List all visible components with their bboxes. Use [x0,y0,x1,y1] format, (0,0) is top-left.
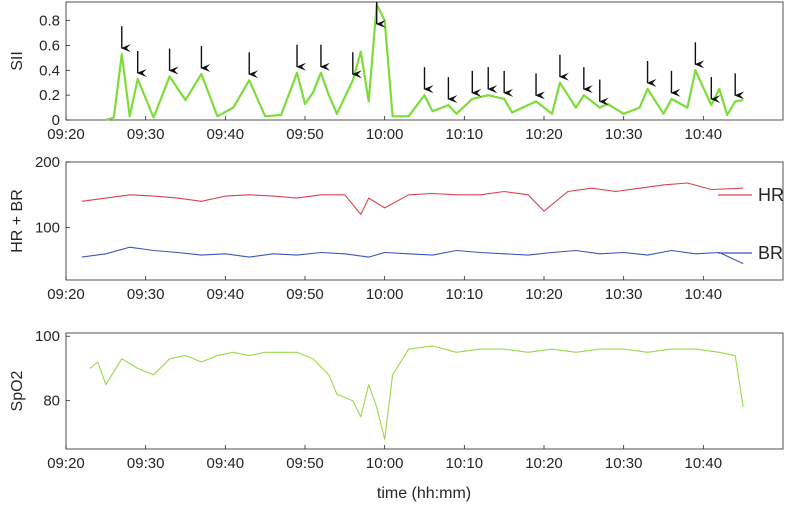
panel-sii: 0 0.2 0.4 0.6 0.8 09:20 09:30 09:40 09:50 10:00 1… [9,1,784,143]
y-tick-label: 0 [52,112,60,129]
y-tick-label: 100 [35,220,60,237]
panel-hr-br-yticks: 100 200 [35,154,70,237]
panel-sii-frame [65,1,784,121]
x-tick-label: 09:40 [207,455,245,472]
panel-sii-yticks: 0 0.2 0.4 0.6 0.8 [39,13,70,129]
x-tick-label: 09:40 [207,126,245,143]
x-tick-label: 10:00 [366,286,404,303]
y-tick-label: 200 [35,154,60,171]
legend-hr-label: HR [758,185,784,205]
series-line-0 [105,3,744,122]
x-tick-label: 10:20 [525,455,563,472]
x-tick-label: 09:50 [286,286,324,303]
x-tick-label: 10:30 [605,126,643,143]
x-tick-label: 09:40 [207,286,245,303]
x-tick-label: 09:50 [286,455,324,472]
panel-hr-br-xticks: 09:20 09:30 09:40 09:50 10:00 10:10 10:20 10:30… [47,276,722,303]
series-hr-line [81,182,744,215]
panel-sii-xticks: 09:20 09:30 09:40 09:50 10:00 10:10 10:20 10:30… [47,116,722,143]
x-tick-label: 09:50 [286,126,324,143]
x-tick-label: 09:30 [127,455,165,472]
x-tick-label: 10:10 [446,286,484,303]
x-tick-label: 10:40 [685,455,723,472]
series-br-line [81,246,744,265]
y-tick-label: 0.2 [39,87,60,104]
panel-hr-br: 100 200 09:20 09:30 09:40 09:50 10:00 10:10 10:… [9,154,784,303]
panel-spo2-series [89,345,744,440]
panel-spo2-xticks: 09:20 09:30 09:40 09:50 10:00 10:10 10:20 10:30… [47,445,722,472]
panel-hr-br-ylabel: HR + BR [9,189,26,253]
x-tick-label: 10:30 [605,455,643,472]
panel-sii-arrows [120,2,745,106]
x-axis-label: time (hh:mm) [377,485,471,502]
x-tick-label: 10:20 [525,286,563,303]
y-tick-label: 0.6 [39,37,60,54]
x-tick-label: 09:30 [127,126,165,143]
x-tick-label: 10:20 [525,126,563,143]
x-tick-label: 10:10 [446,126,484,143]
panel-hr-br-series [81,182,744,265]
x-tick-label: 10:40 [685,286,723,303]
x-tick-label: 10:10 [446,455,484,472]
x-tick-label: 10:00 [366,455,404,472]
x-tick-label: 10:30 [605,286,643,303]
panel-spo2-frame [65,332,784,450]
panel-sii-series [105,3,744,122]
legend-br-label: BR [758,243,783,263]
x-tick-label: 10:40 [685,126,723,143]
panel-sii-ylabel: SII [9,51,26,71]
y-tick-label: 80 [43,393,60,410]
y-tick-label: 100 [35,328,60,345]
legend: HR BR [718,185,784,263]
panel-spo2-ylabel: SpO2 [9,370,26,411]
panel-spo2-yticks: 80 100 [35,328,70,410]
y-tick-label: 0.8 [39,13,60,30]
x-tick-label: 09:30 [127,286,165,303]
x-tick-label: 10:00 [366,126,404,143]
y-tick-label: 0.4 [39,62,60,79]
x-tick-label: 09:20 [47,455,85,472]
panel-hr-br-frame [65,161,784,281]
series-line-0 [89,345,744,440]
panel-spo2: 80 100 09:20 09:30 09:40 09:50 10:00 10:10 10:2… [9,328,784,472]
x-tick-label: 09:20 [47,126,85,143]
x-tick-label: 09:20 [47,286,85,303]
